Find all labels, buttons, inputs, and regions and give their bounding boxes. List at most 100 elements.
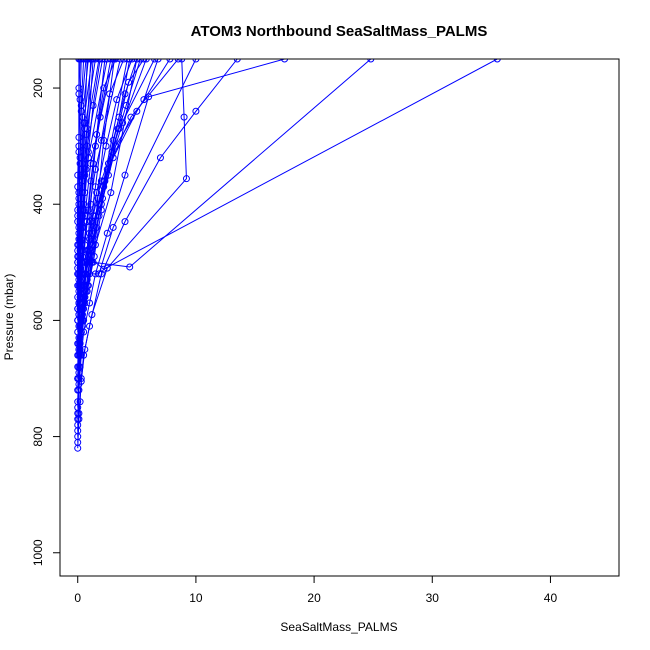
data-point — [166, 59, 174, 63]
data-point — [78, 212, 86, 220]
data-point — [82, 165, 90, 173]
data-point — [91, 59, 99, 63]
data-point — [120, 59, 128, 63]
profile-5 — [74, 59, 501, 429]
data-point — [133, 59, 141, 63]
data-point — [89, 241, 97, 249]
data-point — [78, 160, 86, 168]
data-point — [74, 398, 82, 406]
data-point — [178, 59, 186, 63]
data-point — [86, 322, 94, 330]
data-point — [80, 59, 88, 63]
profile-line — [77, 59, 80, 263]
data-point — [76, 305, 84, 313]
data-point — [88, 311, 96, 319]
data-point — [99, 59, 107, 63]
data-point — [125, 78, 133, 86]
plot-frame — [59, 58, 620, 577]
data-point — [192, 59, 200, 63]
data-point — [126, 263, 134, 271]
data-point — [281, 59, 289, 63]
data-point — [87, 59, 95, 63]
data-point — [121, 171, 129, 179]
profile-line — [78, 59, 147, 356]
data-point — [80, 223, 88, 231]
data-point — [77, 328, 85, 336]
data-point — [84, 148, 92, 156]
y-axis-label: Pressure (mbar) — [2, 274, 16, 361]
data-point — [126, 59, 134, 63]
profile-line — [78, 59, 106, 367]
profile-line — [77, 59, 88, 309]
x-axis: 0 10 20 30 40 — [74, 575, 558, 605]
data-point — [116, 59, 124, 63]
profile-35 — [80, 59, 141, 313]
data-point — [182, 175, 190, 183]
y-tick-label: 800 — [31, 426, 45, 446]
data-point — [113, 96, 121, 104]
data-point — [174, 59, 182, 63]
data-point — [101, 59, 109, 63]
profile-line — [77, 59, 138, 414]
data-point — [80, 264, 88, 272]
data-point — [97, 136, 105, 144]
x-tick-label: 30 — [426, 591, 440, 605]
data-point — [103, 264, 111, 272]
x-tick-label: 40 — [544, 591, 558, 605]
profile-line — [79, 59, 133, 304]
data-point — [89, 59, 97, 63]
profile-line — [79, 59, 115, 356]
data-point — [84, 282, 92, 290]
data-point — [74, 386, 82, 394]
profile-line — [84, 59, 145, 304]
data-point — [136, 59, 144, 63]
data-point — [83, 59, 91, 63]
x-tick-label: 0 — [74, 591, 81, 605]
data-point — [123, 59, 131, 63]
profile-line — [83, 59, 138, 309]
data-point — [104, 160, 112, 168]
data-point — [86, 299, 94, 307]
data-point — [87, 218, 95, 226]
profile-line — [77, 59, 187, 443]
y-tick-label: 600 — [31, 310, 45, 330]
data-point — [107, 189, 115, 197]
data-point — [74, 374, 82, 382]
data-point — [103, 59, 111, 63]
data-point — [75, 84, 83, 92]
data-point — [142, 59, 150, 63]
data-point — [104, 171, 112, 179]
data-point — [109, 223, 117, 231]
data-point — [95, 270, 103, 278]
data-point — [80, 316, 88, 324]
data-point — [140, 59, 148, 63]
data-point — [133, 107, 141, 115]
data-point — [81, 119, 89, 127]
y-tick-label: 1000 — [31, 539, 45, 566]
data-point — [75, 340, 83, 348]
data-point — [367, 59, 375, 63]
data-point — [100, 136, 108, 144]
data-point — [77, 270, 85, 278]
data-point — [91, 142, 99, 150]
x-tick-label: 10 — [189, 591, 203, 605]
profile-line — [77, 59, 498, 425]
data-point — [100, 84, 108, 92]
y-tick-label: 200 — [31, 78, 45, 98]
x-axis-label: SeaSaltMass_PALMS — [280, 620, 397, 634]
data-point — [107, 59, 115, 63]
data-point — [75, 270, 83, 278]
data-point — [156, 154, 164, 162]
profile-line — [77, 59, 94, 379]
profile-38 — [76, 59, 118, 359]
data-point — [180, 113, 188, 121]
data-point — [140, 96, 148, 104]
data-point — [121, 218, 129, 226]
profile-40 — [74, 59, 97, 382]
chart-title: ATOM3 Northbound SeaSaltMass_PALMS — [191, 23, 488, 40]
data-point — [110, 59, 118, 63]
y-tick-label: 400 — [31, 194, 45, 214]
data-point — [87, 200, 95, 208]
data-point — [128, 59, 136, 63]
